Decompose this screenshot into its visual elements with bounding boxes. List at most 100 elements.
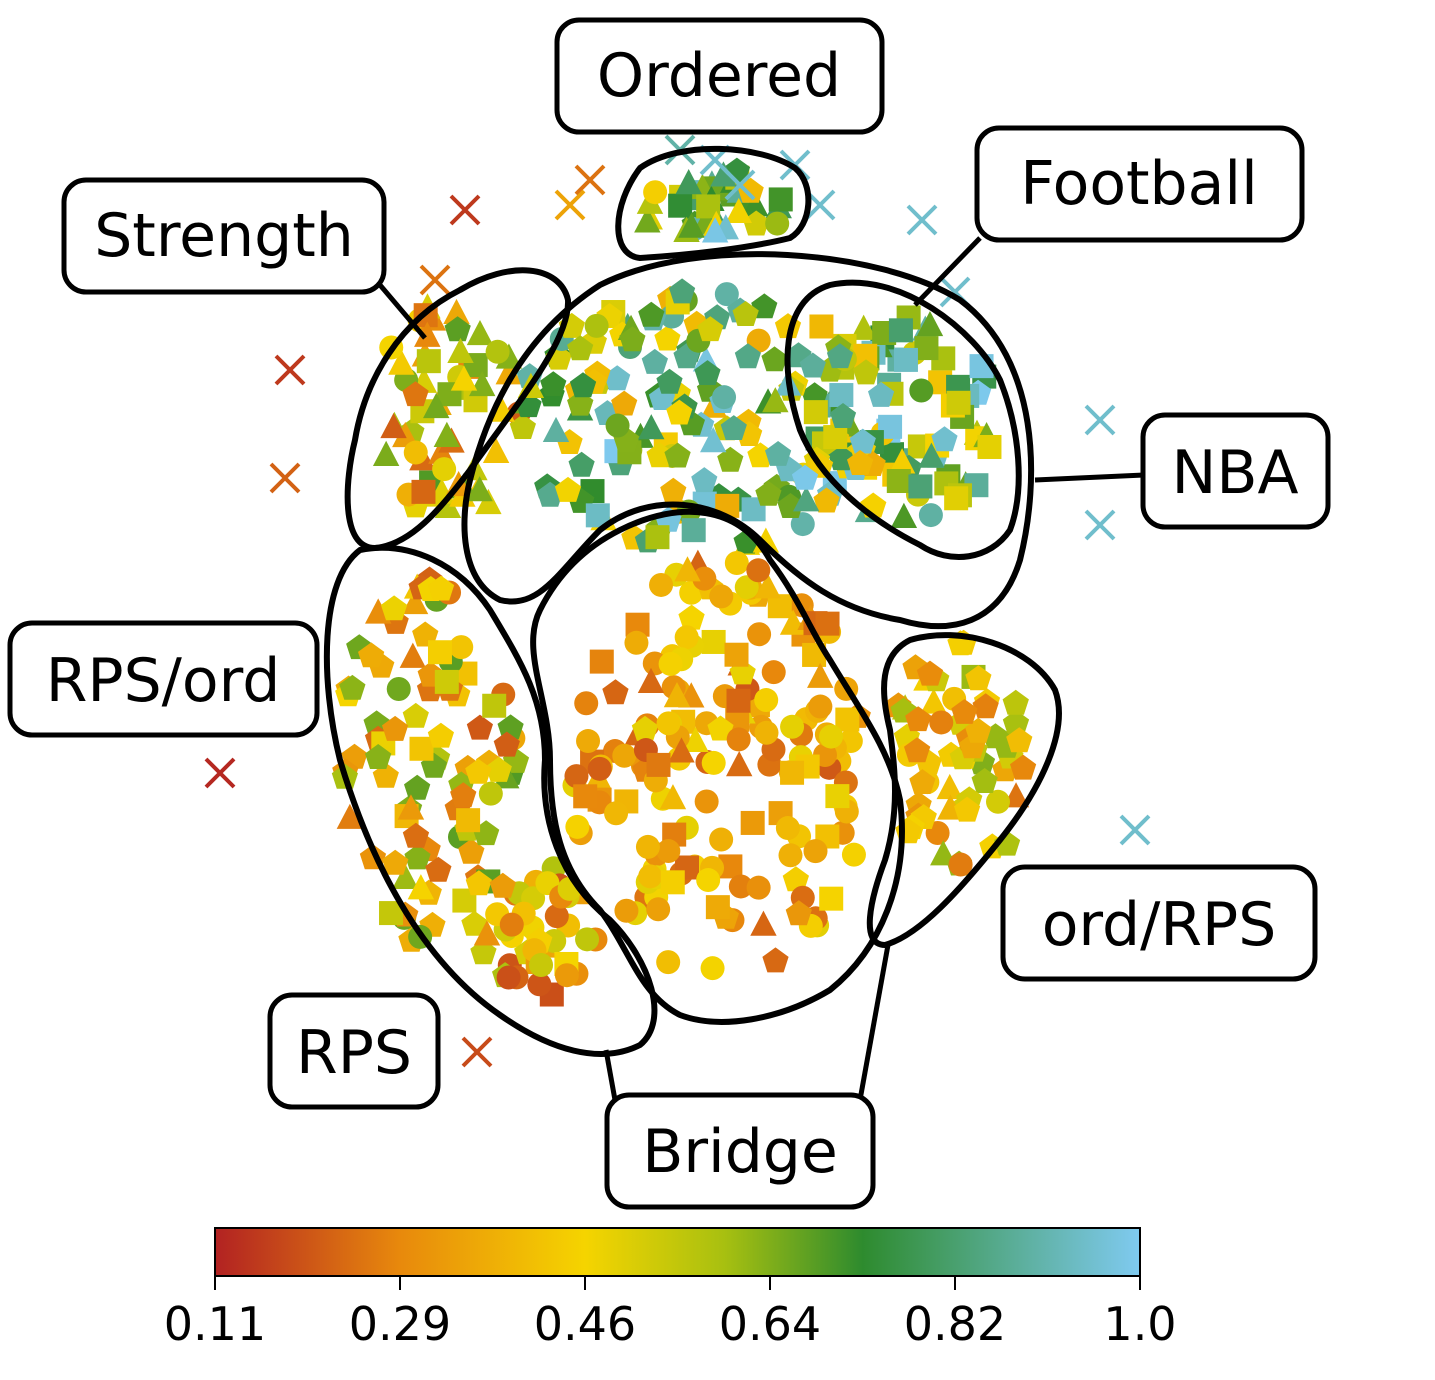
data-point-pentagon — [404, 844, 431, 870]
data-point-pentagon — [641, 348, 668, 374]
data-point-triangle — [936, 773, 963, 800]
data-point-pentagon — [666, 399, 693, 425]
data-point-x — [724, 169, 756, 201]
data-point-pentagon — [828, 445, 855, 471]
data-point-circle — [449, 635, 474, 660]
data-point-circle — [612, 743, 637, 768]
data-point-triangle — [399, 642, 427, 668]
data-point-circle — [929, 710, 954, 735]
data-point-pentagon — [737, 177, 764, 203]
region-ord-rps — [866, 632, 1062, 949]
data-point-pentagon — [678, 604, 705, 630]
label-rps-ord-text: RPS/ord — [46, 646, 281, 716]
data-point-pentagon — [734, 343, 761, 369]
data-point-pentagon — [849, 428, 876, 454]
region-rps-ord — [323, 544, 658, 1057]
data-point-square — [681, 518, 706, 543]
colorbar-ticks: 0.11 0.29 0.46 0.64 0.82 1.0 — [164, 1276, 1177, 1351]
data-point-square — [646, 752, 671, 777]
cluster-outlines — [323, 145, 1062, 1057]
data-point-triangle — [401, 588, 429, 615]
data-point-square — [809, 314, 834, 339]
data-point-triangle — [725, 197, 752, 224]
data-point-pentagon — [755, 480, 782, 506]
data-point-circle — [819, 724, 844, 749]
data-point-triangle — [638, 414, 665, 440]
data-point-x — [554, 189, 586, 221]
data-point-triangle — [742, 191, 769, 217]
data-point-pentagon — [1010, 754, 1037, 780]
data-point-circle — [746, 328, 771, 353]
data-point-pentagon — [916, 660, 944, 686]
data-point-pentagon — [813, 487, 840, 513]
data-point-circle — [709, 827, 734, 852]
data-point-pentagon — [1002, 689, 1029, 715]
label-bridge-text: Bridge — [642, 1117, 838, 1187]
data-point-pentagon — [905, 706, 932, 732]
data-point-pentagon — [493, 731, 520, 757]
data-point-triangle — [668, 737, 695, 763]
data-point-circle — [646, 897, 671, 922]
data-point-square — [660, 870, 685, 895]
data-point-square — [411, 479, 436, 504]
data-point-circle — [714, 282, 739, 307]
data-point-square — [946, 390, 971, 415]
cluster-labels: Ordered Football Strength NBA RPS/ord or… — [7, 17, 1331, 1210]
data-point-circle — [485, 339, 510, 364]
data-point-circle — [554, 963, 579, 988]
colorbar-tick-label: 0.82 — [904, 1297, 1006, 1351]
data-point-circle — [587, 756, 612, 781]
data-point-pentagon — [826, 343, 854, 369]
data-point-circle — [765, 211, 790, 236]
data-point-triangle — [392, 421, 419, 448]
data-point-triangle — [372, 440, 400, 466]
data-point-circle — [754, 720, 779, 745]
data-point-circle — [712, 385, 737, 410]
data-point-pentagon — [402, 822, 430, 848]
data-point-triangle — [473, 920, 501, 946]
data-point-circle — [780, 714, 805, 739]
data-point-triangle — [450, 365, 478, 391]
data-point-pentagon — [732, 301, 759, 326]
data-point-circle — [564, 764, 589, 789]
data-point-square — [886, 469, 911, 494]
data-point-square — [701, 629, 726, 654]
data-point-pentagon — [372, 762, 399, 788]
data-point-pentagon — [765, 441, 792, 466]
leader-rps — [603, 1049, 618, 1101]
data-point-square — [668, 193, 693, 218]
leader-bridge — [857, 944, 891, 1101]
data-point-pentagon — [694, 360, 721, 385]
data-point-pentagon — [762, 947, 789, 973]
data-point-circle — [761, 660, 786, 685]
data-point-pentagon — [747, 442, 774, 468]
data-point-circle — [709, 584, 734, 609]
data-point-circle — [576, 729, 601, 754]
colorbar-tick-label: 0.11 — [164, 1297, 266, 1351]
data-point-circle — [614, 898, 639, 923]
label-ordered-text: Ordered — [597, 41, 841, 111]
data-point-triangle — [365, 598, 392, 624]
data-point-triangle — [674, 556, 701, 582]
data-point-circle — [948, 852, 973, 877]
data-point-pentagon — [540, 371, 567, 397]
data-point-triangle — [663, 682, 691, 708]
data-point-pentagon — [404, 774, 431, 800]
data-point-pentagon — [365, 744, 392, 769]
data-point-square — [944, 486, 969, 511]
data-point-circle — [746, 558, 771, 583]
data-point-pentagon — [782, 866, 809, 892]
data-point-triangle — [388, 349, 415, 375]
data-point-pentagon — [847, 450, 874, 475]
data-point-pentagon — [461, 910, 488, 936]
data-point-pentagon — [829, 403, 857, 428]
data-point-square — [835, 707, 860, 732]
data-point-triangle — [700, 427, 727, 453]
data-point-triangle — [634, 207, 661, 233]
data-point-triangle — [380, 412, 407, 439]
data-point-x — [906, 204, 938, 236]
colorbar-tick-label: 0.29 — [349, 1297, 451, 1351]
region-nba — [461, 251, 1035, 630]
data-point-circle — [918, 503, 943, 528]
data-point-pentagon — [450, 782, 477, 808]
